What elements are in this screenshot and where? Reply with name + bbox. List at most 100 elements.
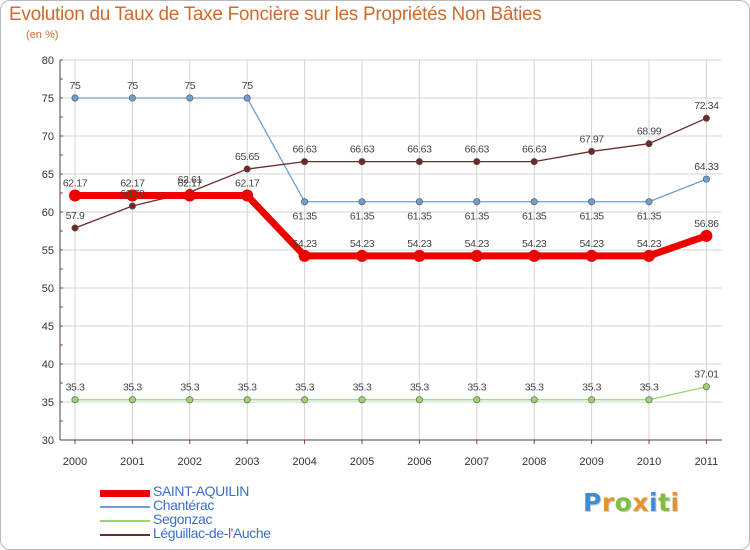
data-label: 56.86 — [694, 218, 719, 230]
data-point — [358, 396, 366, 404]
data-label: 35.3 — [66, 382, 85, 394]
x-tick-label: 2001 — [120, 456, 144, 468]
x-tick-label: 2009 — [579, 456, 603, 468]
data-point — [645, 396, 653, 404]
x-tick-label: 2002 — [178, 456, 202, 468]
data-point — [702, 114, 710, 122]
data-label: 75 — [184, 80, 195, 92]
data-point — [530, 396, 538, 404]
data-point — [186, 94, 194, 102]
y-tick-label: 60 — [42, 207, 54, 219]
series-line-segonzac — [75, 386, 707, 401]
data-label: 35.3 — [238, 382, 257, 394]
data-label: 35.3 — [525, 382, 544, 394]
legend-swatch — [100, 506, 150, 508]
legend-label: Chantérac — [153, 497, 214, 513]
data-point — [588, 147, 596, 155]
legend-label: Segonzac — [153, 511, 213, 527]
data-label: 66.63 — [407, 144, 432, 156]
data-point — [358, 198, 366, 206]
proxiti-logo: Proxiti — [583, 488, 680, 517]
data-label: 35.3 — [180, 382, 199, 394]
data-label: 65.65 — [235, 151, 260, 163]
logo-letter: o — [614, 488, 633, 517]
data-label: 54.23 — [522, 238, 547, 250]
data-label: 61.35 — [637, 211, 662, 223]
data-label: 61.35 — [407, 211, 432, 223]
legend-swatch — [100, 520, 150, 522]
data-point — [71, 396, 79, 404]
data-point — [470, 249, 483, 262]
data-label: 35.3 — [353, 382, 372, 394]
logo-letter: i — [670, 488, 680, 517]
x-tick-label: 2000 — [63, 456, 87, 468]
logo-letter: r — [601, 488, 615, 517]
data-point — [301, 198, 309, 206]
data-label: 54.23 — [292, 238, 317, 250]
data-point — [243, 165, 251, 173]
data-label: 35.3 — [640, 382, 659, 394]
y-tick-label: 35 — [42, 397, 54, 409]
series-line-saint-aquilin — [75, 192, 708, 260]
data-label: 54.23 — [350, 238, 375, 250]
x-tick-label: 2011 — [695, 456, 719, 468]
legend-label: Léguillac-de-l'Auche — [153, 525, 271, 541]
data-label: 37.01 — [694, 369, 719, 381]
data-point — [588, 396, 596, 404]
data-point — [645, 198, 653, 206]
data-label: 66.63 — [522, 144, 547, 156]
data-point — [301, 396, 309, 404]
data-label: 68.99 — [637, 126, 662, 138]
data-label: 62.17 — [120, 178, 145, 190]
data-point — [128, 94, 136, 102]
data-point — [473, 158, 481, 166]
data-label: 66.63 — [350, 144, 375, 156]
data-label: 61.35 — [579, 211, 604, 223]
data-point — [126, 189, 139, 202]
data-point — [530, 158, 538, 166]
data-point — [128, 396, 136, 404]
data-label: 54.23 — [637, 238, 662, 250]
data-label: 72.34 — [694, 100, 719, 112]
data-label: 35.3 — [582, 382, 601, 394]
data-label: 66.63 — [292, 144, 317, 156]
data-label: 66.63 — [465, 144, 490, 156]
legend-swatch — [100, 490, 150, 497]
y-tick-label: 70 — [42, 131, 54, 143]
x-tick-label: 2004 — [292, 456, 316, 468]
y-tick-label: 45 — [42, 321, 54, 333]
data-label: 35.3 — [123, 382, 142, 394]
data-label: 54.23 — [407, 238, 432, 250]
series-line-l-guillac-de-l-auche — [74, 117, 707, 229]
data-label: 75 — [127, 80, 138, 92]
data-label: 64.33 — [694, 161, 719, 173]
data-label: 75 — [70, 80, 81, 92]
y-tick-label: 55 — [42, 245, 54, 257]
y-tick-label: 50 — [42, 283, 54, 295]
data-point — [473, 396, 481, 404]
data-label: 61.35 — [350, 211, 375, 223]
data-label: 62.17 — [235, 178, 260, 190]
data-label: 61.35 — [522, 211, 547, 223]
data-point — [700, 229, 713, 242]
data-label: 67.97 — [579, 133, 604, 145]
legend-swatch — [100, 534, 150, 536]
logo-letter: P — [583, 488, 602, 517]
data-label: 75 — [242, 80, 253, 92]
data-point — [243, 94, 251, 102]
data-point — [645, 140, 653, 148]
data-point — [415, 198, 423, 206]
logo-letter: x — [632, 488, 649, 517]
data-point — [358, 158, 366, 166]
x-tick-label: 2010 — [637, 456, 661, 468]
data-label: 35.3 — [410, 382, 429, 394]
y-tick-label: 75 — [42, 93, 54, 105]
x-tick-label: 2007 — [465, 456, 489, 468]
x-tick-label: 2003 — [235, 456, 259, 468]
data-label: 60.79 — [120, 188, 145, 200]
data-label: 61.35 — [465, 211, 490, 223]
x-tick-label: 2005 — [350, 456, 374, 468]
logo-letter: i — [649, 488, 659, 517]
